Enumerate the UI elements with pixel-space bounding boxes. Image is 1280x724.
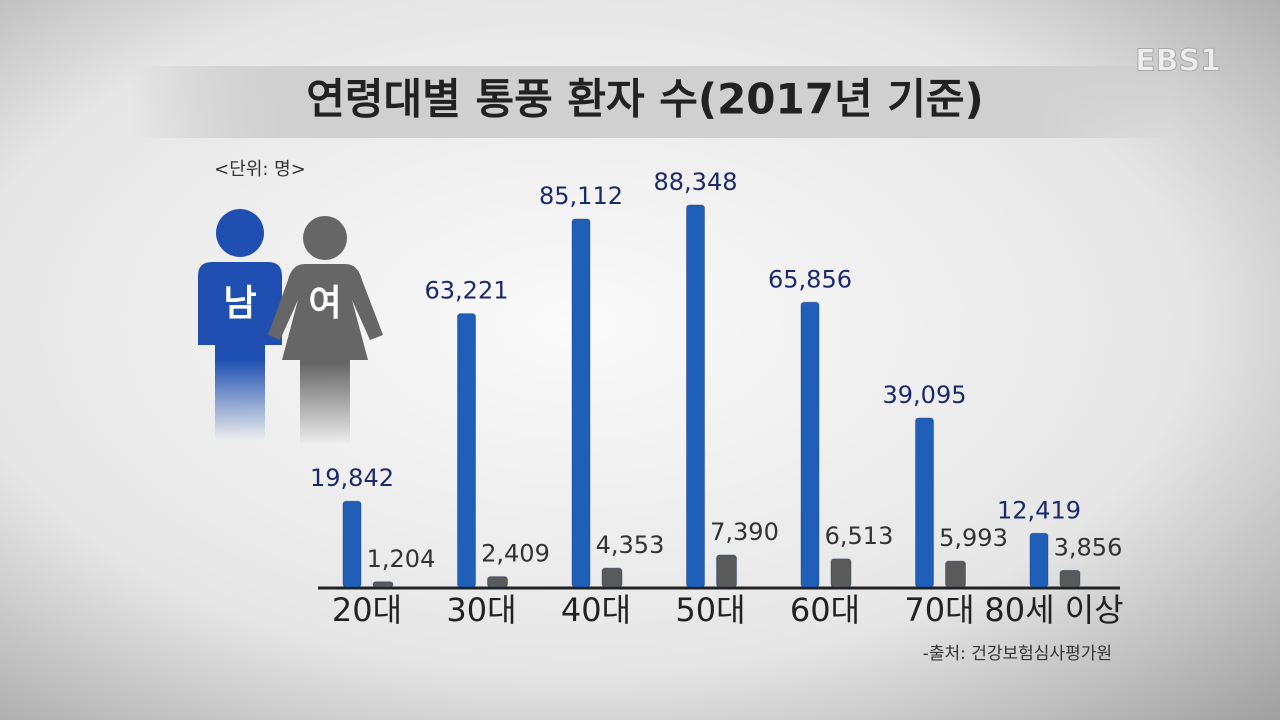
x-tick-label: 70대 (904, 591, 974, 629)
source: -출처: 건강보험심사평가원 (923, 644, 1112, 664)
data-label: 3,856 (1054, 533, 1123, 561)
data-label: 19,842 (310, 464, 394, 492)
data-label: 6,513 (825, 522, 894, 550)
bar (686, 204, 705, 588)
data-label: 12,419 (997, 496, 1081, 524)
data-label: 2,409 (481, 540, 550, 568)
bar (945, 560, 966, 588)
data-label: 88,348 (654, 168, 738, 196)
bar (915, 417, 934, 588)
bar (487, 576, 508, 588)
bar (372, 581, 394, 588)
unit-note: <단위: 명> (214, 159, 306, 180)
legend-female-figure (268, 216, 383, 445)
data-label: 7,390 (710, 518, 779, 546)
data-label: 85,112 (539, 182, 623, 210)
title-band (130, 66, 1170, 138)
data-label: 4,353 (596, 531, 665, 559)
data-label: 5,993 (939, 524, 1008, 552)
legend-male-figure (198, 209, 282, 440)
x-tick-label: 50대 (675, 591, 745, 629)
bar (716, 554, 737, 588)
logo: EBS1 (1135, 44, 1221, 79)
bar (601, 567, 623, 588)
bar (800, 301, 820, 588)
legend-label: 남 (223, 283, 256, 324)
bar (1059, 569, 1081, 588)
chart-title: 연령대별 통풍 환자 수(2017년 기준) (306, 75, 983, 124)
bar (830, 558, 852, 588)
x-tick-label: 30대 (446, 591, 516, 629)
data-label: 39,095 (883, 381, 967, 409)
bar (1029, 532, 1049, 588)
x-tick-label: 20대 (332, 591, 402, 629)
x-tick-label: 60대 (790, 591, 860, 629)
data-label: 1,204 (367, 545, 436, 573)
data-label: 63,221 (425, 277, 509, 305)
x-tick-label: 40대 (561, 591, 631, 629)
bar (342, 500, 362, 588)
x-tick-label: 80세 이상 (984, 591, 1123, 629)
bar (571, 218, 591, 588)
bar (457, 313, 476, 588)
legend-label: 여 (308, 283, 341, 324)
data-label: 65,856 (768, 265, 852, 293)
